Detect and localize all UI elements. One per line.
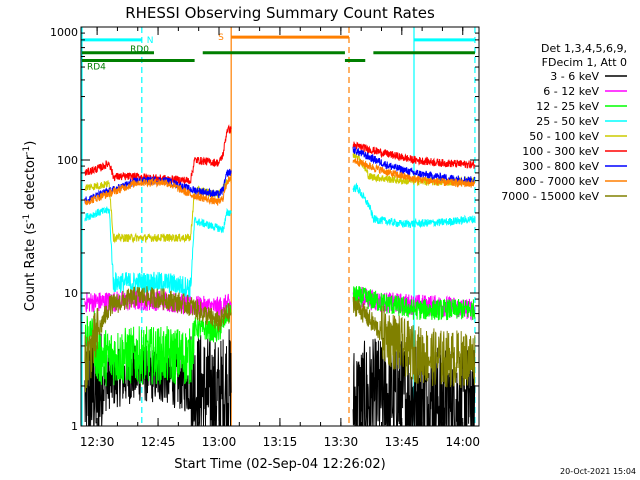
x-tick-label: 13:30: [324, 435, 359, 449]
y-tick-label: 1000: [50, 26, 78, 39]
legend-label: 6 - 12 keV: [543, 85, 599, 98]
legend-entries: 3 - 6 keV 6 - 12 keV 12 - 25 keV 25 - 50 ke…: [501, 70, 627, 203]
legend-label: 50 - 100 keV: [529, 130, 599, 143]
legend-label: 300 - 800 keV: [522, 160, 599, 173]
legend-label: 12 - 25 keV: [536, 100, 599, 113]
legend-label: 3 - 6 keV: [550, 70, 599, 83]
legend-label: 800 - 7000 keV: [515, 175, 599, 188]
chart-title: RHESSI Observing Summary Count Rates: [125, 4, 435, 22]
x-tick-label: 12:30: [80, 435, 115, 449]
y-axis-label-part1: Count Rate (s: [23, 223, 38, 312]
axes: 1 10 100 1000 12:30 12:45 13:00 13:15 13:30 13:45…: [50, 26, 480, 449]
x-tick-label: 12:45: [141, 435, 176, 449]
y-axis-label-sup1: -1: [22, 214, 32, 223]
y-axis-label-part2: detector: [23, 154, 38, 214]
y-tick-label: 10: [64, 287, 78, 300]
legend-label: 25 - 50 keV: [536, 115, 599, 128]
series-line-5: [84, 124, 476, 185]
state-bars: N S RD0 RD4: [82, 33, 475, 72]
state-bar-label: S: [218, 33, 224, 43]
state-bar-label: RD4: [87, 62, 106, 72]
series-line-7: [84, 158, 476, 206]
series-line-8: [84, 286, 476, 393]
x-tick-label: 14:00: [445, 435, 480, 449]
x-axis-label: Start Time (02-Sep-04 12:26:02): [174, 457, 385, 472]
x-tick-label: 13:15: [263, 435, 298, 449]
y-tick-label: 1: [71, 420, 78, 433]
y-axis-label: Count Rate (s-1 detector-1): [22, 141, 38, 312]
x-tick-label: 13:00: [202, 435, 237, 449]
x-tick-label: 13:45: [385, 435, 420, 449]
legend-label: 100 - 300 keV: [522, 145, 599, 158]
y-axis-label-part3: ): [23, 141, 38, 146]
series-layer: [84, 124, 476, 427]
state-bar-label: RD0: [130, 45, 149, 55]
y-tick-label: 100: [57, 154, 78, 167]
series-line-3: [84, 182, 476, 298]
state-bar-label: N: [147, 36, 154, 46]
series-line-2: [84, 286, 476, 387]
y-axis-label-sup2: -1: [22, 146, 32, 155]
footer-date: 20-Oct-2021 15:04: [560, 467, 636, 476]
legend-header-line2: FDecim 1, Att 0: [542, 56, 627, 69]
legend: Det 1,3,4,5,6,9, FDecim 1, Att 0 3 - 6 k…: [501, 42, 627, 203]
legend-header-line1: Det 1,3,4,5,6,9,: [541, 42, 627, 55]
legend-label: 7000 - 15000 keV: [501, 190, 599, 203]
